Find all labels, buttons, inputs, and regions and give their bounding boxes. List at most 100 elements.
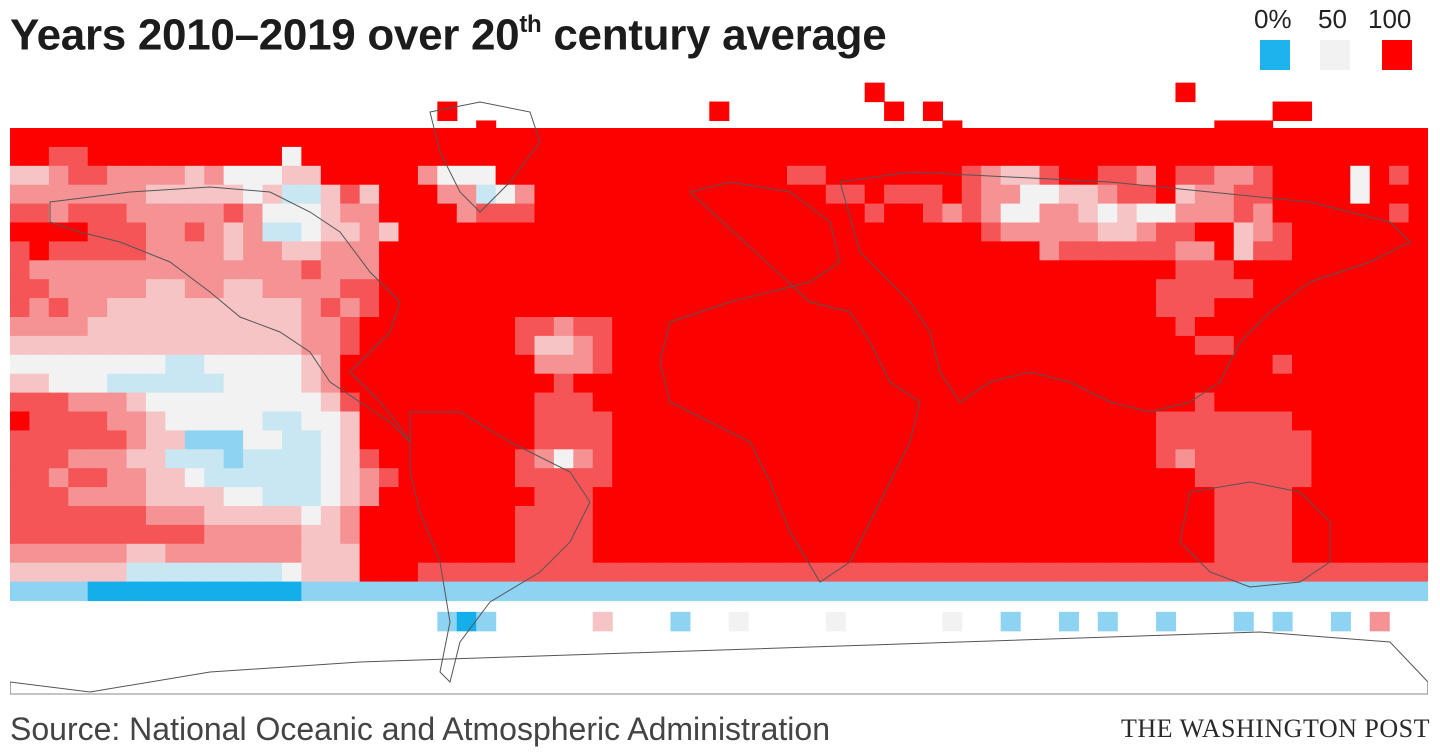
grid-cell bbox=[320, 430, 341, 450]
grid-cell bbox=[320, 222, 341, 242]
grid-cell bbox=[1389, 184, 1410, 205]
grid-cell bbox=[845, 165, 866, 186]
legend-label-0: 0% bbox=[1254, 4, 1292, 34]
grid-cell bbox=[612, 146, 633, 167]
grid-cell bbox=[981, 562, 1002, 583]
grid-cell bbox=[359, 317, 380, 337]
grid-cell bbox=[1097, 203, 1118, 224]
grid-cell bbox=[456, 487, 477, 507]
grid-cell bbox=[631, 184, 652, 205]
grid-cell bbox=[184, 222, 205, 242]
grid-cell bbox=[398, 411, 419, 431]
grid-cell bbox=[1350, 562, 1371, 583]
grid-cell bbox=[495, 241, 516, 261]
grid-cell bbox=[1117, 241, 1138, 261]
grid-cell bbox=[223, 487, 244, 507]
grid-cell bbox=[340, 543, 361, 564]
grid-cell bbox=[262, 203, 283, 224]
grid-cell bbox=[942, 506, 963, 526]
grid-cell bbox=[884, 203, 905, 224]
grid-cell bbox=[68, 468, 89, 488]
grid-cell bbox=[651, 487, 672, 507]
grid-cell bbox=[437, 611, 458, 632]
grid-cell bbox=[961, 317, 982, 337]
grid-cell bbox=[1272, 146, 1293, 167]
grid-cell bbox=[359, 411, 380, 431]
grid-cell bbox=[748, 411, 769, 431]
grid-cell bbox=[1117, 449, 1138, 469]
grid-cell bbox=[728, 354, 749, 375]
grid-cell bbox=[1389, 165, 1410, 186]
grid-cell bbox=[864, 317, 885, 337]
grid-cell bbox=[165, 506, 186, 526]
grid-cell bbox=[981, 146, 1002, 167]
grid-cell bbox=[670, 203, 691, 224]
grid-cell bbox=[961, 260, 982, 280]
grid-cell bbox=[1272, 241, 1293, 261]
grid-cell bbox=[379, 184, 400, 205]
grid-cell bbox=[87, 543, 108, 564]
grid-cell bbox=[1253, 298, 1274, 318]
grid-cell bbox=[126, 165, 147, 186]
grid-cell bbox=[728, 298, 749, 318]
grid-cell bbox=[456, 241, 477, 261]
grid-cell bbox=[1117, 335, 1138, 356]
grid-cell bbox=[1330, 317, 1351, 337]
grid-cell bbox=[495, 317, 516, 337]
grid-cell bbox=[1330, 260, 1351, 280]
grid-cell bbox=[1350, 165, 1371, 186]
grid-cell bbox=[864, 392, 885, 413]
grid-cell bbox=[223, 411, 244, 431]
grid-cell bbox=[553, 203, 574, 224]
grid-cell bbox=[204, 260, 225, 280]
grid-cell bbox=[1389, 487, 1410, 507]
grid-cell bbox=[379, 430, 400, 450]
grid-cell bbox=[748, 354, 769, 375]
grid-cell bbox=[262, 184, 283, 205]
grid-cell bbox=[670, 468, 691, 488]
grid-cell bbox=[145, 411, 166, 431]
grid-cell bbox=[281, 128, 302, 148]
grid-cell bbox=[592, 241, 613, 261]
grid-cell bbox=[1136, 506, 1157, 526]
grid-cell bbox=[379, 335, 400, 356]
publisher-credit: THE WASHINGTON POST bbox=[1121, 714, 1430, 743]
grid-cell bbox=[476, 146, 497, 167]
grid-cell bbox=[1058, 562, 1079, 583]
grid-cell bbox=[612, 392, 633, 413]
grid-cell bbox=[1156, 222, 1177, 242]
grid-cell bbox=[903, 317, 924, 337]
grid-cell bbox=[379, 392, 400, 413]
grid-cell bbox=[495, 449, 516, 469]
grid-cell bbox=[903, 222, 924, 242]
grid-cell bbox=[1058, 543, 1079, 564]
grid-cell bbox=[379, 146, 400, 167]
grid-cell bbox=[573, 241, 594, 261]
grid-cell bbox=[184, 241, 205, 261]
grid-cell bbox=[417, 449, 438, 469]
grid-cell bbox=[1039, 543, 1060, 564]
grid-cell bbox=[573, 392, 594, 413]
grid-cell bbox=[864, 524, 885, 545]
grid-cell bbox=[107, 317, 128, 337]
grid-cell bbox=[165, 354, 186, 375]
grid-cell bbox=[204, 298, 225, 318]
grid-cell bbox=[10, 260, 31, 280]
grid-cell bbox=[29, 392, 50, 413]
grid-cell bbox=[1233, 260, 1254, 280]
grid-cell bbox=[922, 203, 943, 224]
grid-cell bbox=[1117, 260, 1138, 280]
grid-cell bbox=[476, 335, 497, 356]
grid-cell bbox=[1117, 146, 1138, 167]
grid-cell bbox=[903, 562, 924, 583]
grid-cell bbox=[748, 581, 769, 602]
grid-cell bbox=[243, 128, 264, 148]
grid-cell bbox=[1292, 411, 1313, 431]
grid-cell bbox=[243, 392, 264, 413]
grid-cell bbox=[320, 279, 341, 299]
grid-cell bbox=[417, 203, 438, 224]
grid-cell bbox=[1369, 468, 1390, 488]
grid-cell bbox=[1058, 506, 1079, 526]
grid-cell bbox=[495, 128, 516, 148]
grid-cell bbox=[942, 487, 963, 507]
